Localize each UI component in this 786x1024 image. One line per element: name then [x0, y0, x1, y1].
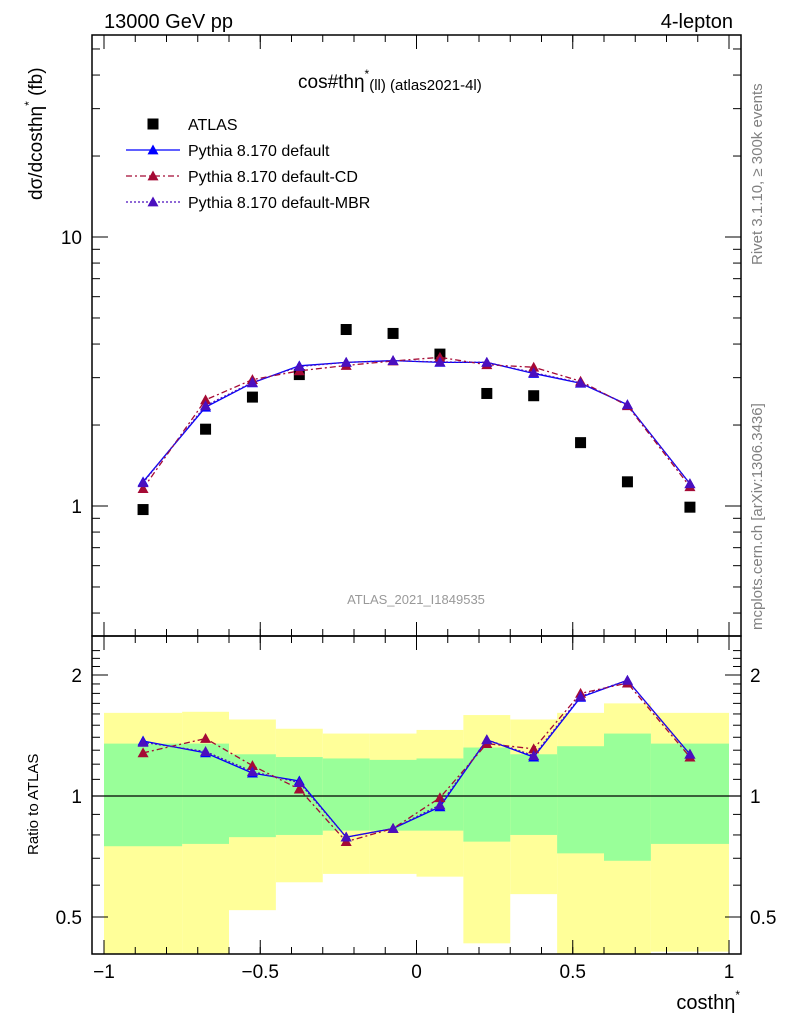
- analysis-watermark: ATLAS_2021_I1849535: [347, 592, 485, 607]
- series-3-ratio-marker-10: [621, 674, 633, 685]
- series-3-ratio-marker-4: [340, 831, 352, 842]
- energy-label: 13000 GeV pp: [104, 11, 233, 33]
- series-2-ratio-marker-6: [434, 792, 446, 803]
- green-band-10: [604, 733, 651, 861]
- atlas-point-4: [340, 324, 352, 336]
- legend-marker-2: [147, 170, 159, 181]
- x-tick-label-1: −0.5: [241, 962, 279, 983]
- series-3-ratio-marker-0: [137, 736, 149, 747]
- series-3-ratio-marker-6: [434, 799, 446, 810]
- series-3-marker-7: [481, 356, 493, 367]
- x-tick-label-4: 1: [724, 962, 735, 983]
- atlas-point-1: [200, 423, 212, 435]
- series-3-marker-2: [246, 376, 258, 387]
- atlas-point-8: [528, 390, 540, 402]
- series-3-marker-9: [575, 377, 587, 388]
- series-2-line: [142, 356, 691, 490]
- series-3-marker-8: [528, 367, 540, 378]
- x-axis-label: costhη*: [676, 988, 740, 1014]
- series-3-ratio-marker-7: [481, 734, 493, 745]
- series-2-ratio-line: [142, 682, 691, 843]
- legend-atlas-marker: [147, 118, 159, 130]
- series-3-marker-1: [200, 400, 212, 411]
- series-2-ratio-marker-0: [137, 747, 149, 758]
- series-3-ratio-line: [142, 679, 691, 838]
- series-2-ratio-marker-2: [246, 760, 258, 771]
- green-band-4: [322, 758, 370, 831]
- series-3-marker-5: [387, 355, 399, 366]
- ratio-tick-label-left-2: 2: [71, 666, 82, 687]
- series-2-marker-1: [200, 394, 212, 405]
- mcplots-label: mcplots.cern.ch [arXiv:1306.3436]: [749, 403, 766, 630]
- legend-label-0: ATLAS: [188, 117, 238, 134]
- series-3-marker-11: [684, 478, 696, 489]
- series-3-ratio-marker-9: [575, 690, 587, 701]
- series-3-ratio-marker-8: [528, 750, 540, 761]
- atlas-point-9: [575, 437, 587, 449]
- atlas-point-2: [246, 391, 258, 403]
- x-tick-label-0: −1: [93, 962, 115, 983]
- series-2-marker-8: [528, 361, 540, 372]
- ratio-tick-label-right-0: 0.5: [750, 908, 776, 929]
- process-label: 4-lepton: [661, 11, 733, 33]
- axes: −1 −0.5 0 0.5 1 1 10 0.5 0.5 1 1 2 2: [56, 35, 776, 983]
- atlas-point-0: [137, 504, 149, 516]
- series-2-marker-0: [137, 483, 149, 494]
- series-3-line: [142, 360, 691, 485]
- series-2-ratio-marker-1: [200, 733, 212, 743]
- series-2-ratio-marker-8: [528, 743, 540, 754]
- legend-label-2: Pythia 8.170 default-CD: [188, 169, 358, 186]
- x-tick-label-3: 0.5: [560, 962, 586, 983]
- rivet-label: Rivet 3.1.10, ≥ 300k events: [749, 83, 766, 265]
- series-3-ratio-marker-11: [684, 748, 696, 759]
- y-axis-label: dσ/dcosthη* (fb): [22, 67, 47, 200]
- series-3-marker-6: [434, 356, 446, 367]
- atlas-point-5: [387, 327, 399, 339]
- series-3-ratio-marker-3: [293, 777, 305, 787]
- legend-label-3: Pythia 8.170 default-MBR: [188, 195, 370, 212]
- x-tick-label-2: 0: [411, 962, 422, 983]
- ratio-tick-label-left-1: 1: [71, 787, 82, 808]
- series-3-marker-10: [621, 399, 633, 410]
- atlas-point-7: [481, 387, 493, 399]
- green-band-9: [557, 746, 604, 854]
- atlas-point-10: [621, 476, 633, 488]
- ratio-axis-label: Ratio to ATLAS: [25, 754, 42, 855]
- series-3-ratio-marker-2: [246, 766, 258, 777]
- legend-marker-1: [147, 144, 159, 155]
- series-3-marker-4: [340, 356, 352, 367]
- series-3-ratio-marker-5: [387, 823, 399, 833]
- series-3-marker-3: [293, 361, 305, 371]
- series-1-line: [142, 360, 691, 485]
- y-tick-label-0: 1: [71, 497, 82, 518]
- ratio-tick-label-right-2: 2: [750, 666, 761, 687]
- ratio-tick-label-left-0: 0.5: [56, 908, 82, 929]
- chart-title: cos#thη*(ll) (atlas2021-4l): [298, 67, 482, 94]
- y-tick-label-1: 10: [61, 228, 82, 249]
- series-3-ratio-marker-1: [200, 746, 212, 756]
- ratio-panel: [92, 674, 741, 954]
- green-band-8: [510, 754, 558, 835]
- legend: ATLAS Pythia 8.170 default Pythia 8.170 de…: [126, 117, 370, 212]
- main-panel: [137, 324, 696, 516]
- legend-marker-3: [147, 196, 159, 207]
- ratio-tick-label-right-1: 1: [750, 787, 761, 808]
- series-1-ratio-line: [142, 679, 691, 838]
- series-3-marker-0: [137, 477, 149, 488]
- green-band-0: [104, 743, 183, 847]
- legend-label-1: Pythia 8.170 default: [188, 143, 330, 160]
- series-2-ratio-marker-3: [293, 783, 305, 794]
- atlas-point-11: [684, 501, 696, 513]
